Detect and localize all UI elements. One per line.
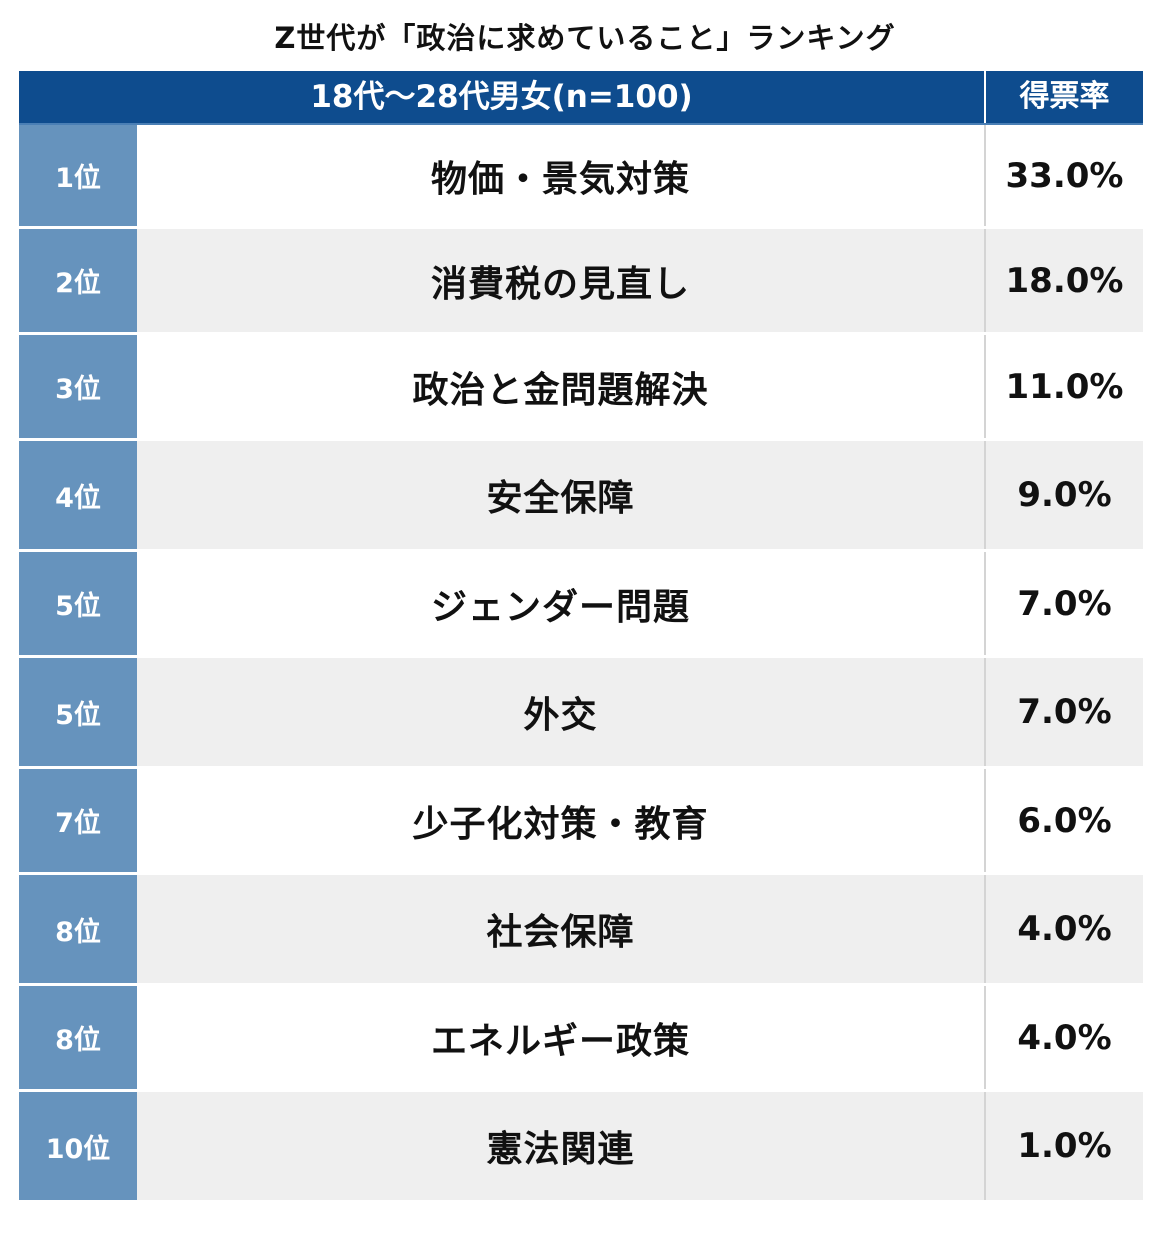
rate-cell: 6.0%	[984, 769, 1143, 872]
header-rate-label: 得票率	[986, 71, 1143, 123]
chart-title: Z世代が「政治に求めていること」ランキング	[274, 21, 896, 55]
item-cell: 憲法関連	[137, 1092, 984, 1200]
item-cell: 社会保障	[137, 875, 984, 983]
rate-cell: 7.0%	[984, 658, 1143, 766]
table-row: 5位 ジェンダー問題 7.0%	[19, 552, 1143, 658]
rate-cell: 18.0%	[984, 229, 1143, 332]
rank-cell: 7位	[19, 769, 137, 872]
table-row: 1位 物価・景気対策 33.0%	[19, 125, 1143, 229]
rank-cell: 4位	[19, 441, 137, 549]
rate-cell: 9.0%	[984, 441, 1143, 549]
rank-cell: 8位	[19, 986, 137, 1089]
rank-cell: 5位	[19, 658, 137, 766]
ranking-table: 18代〜28代男女(n=100) 得票率 1位 物価・景気対策 33.0% 2位 消費税…	[19, 71, 1143, 1203]
header-divider	[984, 71, 986, 123]
rate-cell: 11.0%	[984, 335, 1143, 438]
item-cell: 物価・景気対策	[137, 125, 984, 226]
table-body: 1位 物価・景気対策 33.0% 2位 消費税の見直し 18.0% 3位 政治と金問題解決 11…	[19, 125, 1143, 1203]
table-header: 18代〜28代男女(n=100) 得票率	[19, 71, 1143, 125]
item-cell: 政治と金問題解決	[137, 335, 984, 438]
item-cell: 少子化対策・教育	[137, 769, 984, 872]
header-group-label: 18代〜28代男女(n=100)	[19, 71, 984, 123]
rank-cell: 10位	[19, 1092, 137, 1200]
item-cell: ジェンダー問題	[137, 552, 984, 655]
table-row: 3位 政治と金問題解決 11.0%	[19, 335, 1143, 441]
table-row: 7位 少子化対策・教育 6.0%	[19, 769, 1143, 875]
table-row: 8位 社会保障 4.0%	[19, 875, 1143, 986]
rate-cell: 4.0%	[984, 875, 1143, 983]
table-row: 5位 外交 7.0%	[19, 658, 1143, 769]
item-cell: 消費税の見直し	[137, 229, 984, 332]
rank-cell: 8位	[19, 875, 137, 983]
item-cell: 安全保障	[137, 441, 984, 549]
table-row: 8位 エネルギー政策 4.0%	[19, 986, 1143, 1092]
table-row: 4位 安全保障 9.0%	[19, 441, 1143, 552]
item-cell: エネルギー政策	[137, 986, 984, 1089]
rank-cell: 5位	[19, 552, 137, 655]
rank-cell: 1位	[19, 125, 137, 226]
rate-cell: 4.0%	[984, 986, 1143, 1089]
item-cell: 外交	[137, 658, 984, 766]
table-row: 10位 憲法関連 1.0%	[19, 1092, 1143, 1203]
rate-cell: 7.0%	[984, 552, 1143, 655]
rate-cell: 1.0%	[984, 1092, 1143, 1200]
rate-cell: 33.0%	[984, 125, 1143, 226]
rank-cell: 3位	[19, 335, 137, 438]
table-row: 2位 消費税の見直し 18.0%	[19, 229, 1143, 335]
rank-cell: 2位	[19, 229, 137, 332]
